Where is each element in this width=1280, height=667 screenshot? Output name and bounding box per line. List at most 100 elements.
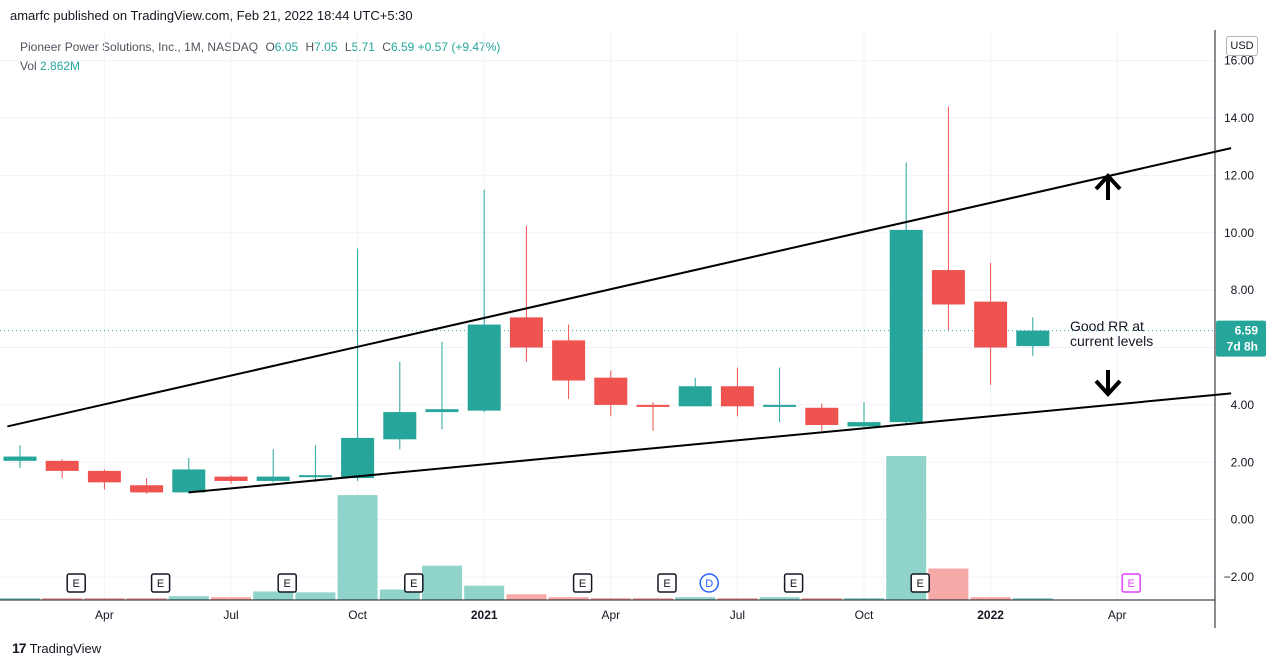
x-tick-label: Apr xyxy=(1108,608,1127,622)
volume-bar xyxy=(211,597,251,600)
candle-body xyxy=(87,470,121,483)
down-arrow-head xyxy=(1094,379,1122,397)
earnings-marker-icon xyxy=(1121,573,1141,593)
up-arrow-head xyxy=(1094,173,1122,191)
tradingview-brand[interactable]: 17 TradingView xyxy=(12,640,101,656)
x-tick-label: Apr xyxy=(95,608,114,622)
volume-bar xyxy=(801,598,842,600)
candle-body xyxy=(847,422,881,427)
upper-trendline xyxy=(7,147,1232,428)
y-tick-label: 8.00 xyxy=(1231,283,1255,297)
volume-bar xyxy=(970,597,1011,600)
tradingview-logo-icon: 17 xyxy=(12,640,27,656)
candle-body xyxy=(636,404,670,407)
candle-body xyxy=(1016,330,1050,347)
y-tick-label: 16.00 xyxy=(1224,54,1254,68)
trendlines xyxy=(7,147,1232,494)
volume-bar xyxy=(844,598,884,600)
candle-body xyxy=(130,485,164,493)
volume-bar xyxy=(633,598,673,600)
lower-trendline xyxy=(188,392,1232,494)
earnings-marker-icon xyxy=(150,573,171,593)
volume-bar xyxy=(379,589,420,600)
open-label: O xyxy=(265,40,275,54)
candle-body xyxy=(383,412,417,440)
x-tick-label: Oct xyxy=(348,608,367,622)
dividend-marker-icon xyxy=(699,573,719,593)
earnings-marker-icon xyxy=(277,573,297,593)
candle-body xyxy=(341,437,375,479)
volume-bar xyxy=(0,598,40,600)
y-tick-label: −2.00 xyxy=(1224,570,1255,584)
volume-bar xyxy=(84,598,125,600)
currency-button[interactable]: USD xyxy=(1226,36,1258,56)
current-price-label: 6.59 xyxy=(1235,324,1259,338)
up-arrow-icon xyxy=(1094,173,1122,200)
candle-body xyxy=(931,270,965,305)
grid-lines xyxy=(0,30,1215,600)
candle-body xyxy=(678,386,712,407)
y-tick-label: 12.00 xyxy=(1224,168,1254,182)
earnings-marker-icon xyxy=(783,573,804,593)
brand-name: TradingView xyxy=(29,640,102,656)
x-tick-label: Jul xyxy=(223,608,238,622)
current-price-badge xyxy=(1216,320,1266,357)
publisher-line: amarfc published on TradingView.com, Feb… xyxy=(10,8,413,23)
y-tick-label: 4.00 xyxy=(1231,398,1255,412)
volume-bars xyxy=(0,456,1053,600)
volume-row: Vol 2.862M xyxy=(20,57,500,76)
y-tick-label: 10.00 xyxy=(1224,226,1254,240)
candle-body xyxy=(974,301,1008,348)
volume-bar xyxy=(506,594,547,600)
chart-legend: Pioneer Power Solutions, Inc., 1M, NASDA… xyxy=(20,38,500,76)
earnings-marker-icon xyxy=(66,573,86,593)
candle-body xyxy=(256,476,290,481)
candle-body xyxy=(889,229,923,423)
earnings-marker-label: E xyxy=(790,578,797,590)
volume-bar xyxy=(759,597,800,600)
earnings-marker-icon xyxy=(572,573,593,593)
x-tick-label: Jul xyxy=(730,608,745,622)
candle-body xyxy=(509,317,543,348)
earnings-marker-label: E xyxy=(917,578,924,590)
annotation-text: Good RR at xyxy=(1070,318,1144,334)
down-arrow-icon xyxy=(1094,370,1122,397)
dividend-marker-label: D xyxy=(705,578,713,590)
volume-bar xyxy=(168,596,209,600)
x-tick-label: 2021 xyxy=(471,608,498,622)
volume-bar xyxy=(1012,598,1053,600)
high-value: 7.05 xyxy=(314,40,338,54)
candle-body xyxy=(172,469,206,493)
candle-body xyxy=(594,377,628,405)
earnings-marker-label: E xyxy=(1128,578,1135,590)
x-tick-label: 2022 xyxy=(977,608,1004,622)
volume-value: 2.862M xyxy=(40,59,81,73)
open-value: 6.05 xyxy=(274,40,299,54)
earnings-marker-icon xyxy=(404,573,424,593)
x-tick-label: Oct xyxy=(855,608,874,622)
countdown-label: 7d 8h xyxy=(1227,340,1258,354)
y-tick-label: 14.00 xyxy=(1224,111,1254,125)
volume-bar xyxy=(126,598,167,600)
low-label: L xyxy=(344,40,352,54)
volume-bar xyxy=(928,568,969,600)
y-tick-label: 0.00 xyxy=(1231,513,1255,527)
symbol-title[interactable]: Pioneer Power Solutions, Inc., 1M, NASDA… xyxy=(20,40,259,54)
candle-body xyxy=(467,324,501,411)
earnings-marker-label: E xyxy=(73,578,80,590)
candle-body xyxy=(45,460,79,471)
candle-body xyxy=(763,404,797,407)
close-label: C xyxy=(382,40,391,54)
volume-bar xyxy=(422,565,462,600)
earnings-marker-icon xyxy=(657,573,677,593)
candle-body xyxy=(552,340,586,381)
candles xyxy=(3,106,1050,494)
ohlc-row: Pioneer Power Solutions, Inc., 1M, NASDA… xyxy=(20,38,500,57)
change-value: +0.57 (+9.47%) xyxy=(417,40,501,54)
earnings-marker-icon xyxy=(910,573,930,593)
axes: 16.0014.0012.0010.008.006.004.002.000.00… xyxy=(0,30,1266,628)
volume-bar xyxy=(337,495,378,600)
